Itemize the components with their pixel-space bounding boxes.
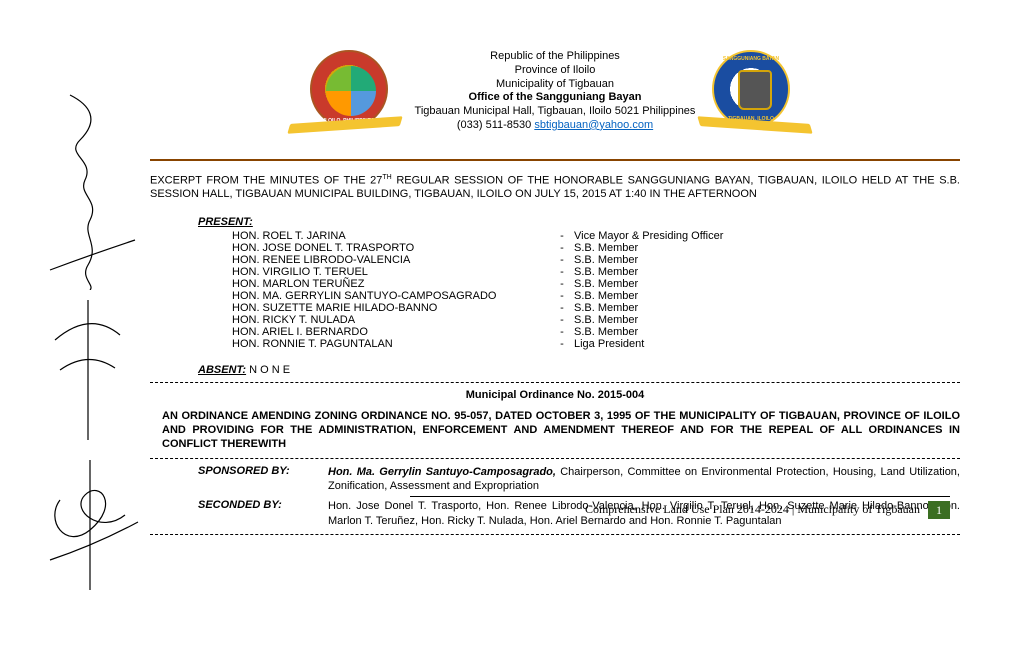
sponsored-value: Hon. Ma. Gerrylin Santuyo-Camposagrado, … [328,465,960,494]
member-role: S.B. Member [574,254,960,266]
member-role: Liga President [574,338,960,350]
present-label: PRESENT: [198,216,960,228]
member-row: HON. MARLON TERUÑEZ-S.B. Member [150,278,960,290]
member-dash: - [550,278,574,290]
document-header: ILOILO, PHILIPPINES SANGGUNIANG BAYANTIG… [150,50,960,161]
signature-mark [40,300,140,453]
member-dash: - [550,230,574,242]
member-dash: - [550,338,574,350]
sponsor-name: Hon. Ma. Gerrylin Santuyo-Camposagrado, [328,466,556,478]
member-dash: - [550,302,574,314]
member-row: HON. RONNIE T. PAGUNTALAN-Liga President [150,338,960,350]
header-line: Republic of the Philippines [150,50,960,64]
member-role: S.B. Member [574,278,960,290]
absent-label: ABSENT: [198,364,246,376]
member-dash: - [550,290,574,302]
excerpt-text: EXCERPT FROM THE MINUTES OF THE 27 [150,174,382,186]
phone-text: (033) 511-8530 [457,119,534,131]
page-number: 1 [928,501,950,519]
member-row: HON. RICKY T. NULADA-S.B. Member [150,314,960,326]
member-role: S.B. Member [574,242,960,254]
sponsored-by-row: SPONSORED BY: Hon. Ma. Gerrylin Santuyo-… [150,465,960,494]
member-name: HON. RENEE LIBRODO-VALENCIA [150,254,550,266]
member-name: HON. ROEL T. JARINA [150,230,550,242]
sanggunian-seal-icon: SANGGUNIANG BAYANTIGBAUAN, ILOILO [712,50,790,128]
member-role: S.B. Member [574,290,960,302]
member-row: HON. ROEL T. JARINA-Vice Mayor & Presidi… [150,230,960,242]
absent-line: ABSENT: N O N E [198,364,960,376]
signature-mark [40,90,140,293]
page-footer: Comprehensive Land Use Plan 2014-2024 | … [150,496,950,519]
dashed-divider [150,382,960,383]
member-dash: - [550,266,574,278]
member-dash: - [550,314,574,326]
header-contact: (033) 511-8530 sbtigbauan@yahoo.com [150,119,960,133]
member-name: HON. ARIEL I. BERNARDO [150,326,550,338]
seal-text: SANGGUNIANG BAYAN [714,56,788,62]
signature-mark [40,460,140,603]
members-list: HON. ROEL T. JARINA-Vice Mayor & Presidi… [150,230,960,350]
member-dash: - [550,242,574,254]
footer-text: Comprehensive Land Use Plan 2014-2024 | … [585,502,920,517]
ordinance-number: Municipal Ordinance No. 2015-004 [150,389,960,401]
member-dash: - [550,254,574,266]
member-name: HON. SUZETTE MARIE HILADO-BANNO [150,302,550,314]
member-name: HON. VIRGILIO T. TERUEL [150,266,550,278]
absent-value: N O N E [246,364,290,376]
member-role: Vice Mayor & Presiding Officer [574,230,960,242]
member-role: S.B. Member [574,266,960,278]
member-row: HON. SUZETTE MARIE HILADO-BANNO-S.B. Mem… [150,302,960,314]
excerpt-superscript: TH [382,174,391,181]
email-link[interactable]: sbtigbauan@yahoo.com [534,119,653,131]
municipal-seal-icon: ILOILO, PHILIPPINES [310,50,388,128]
header-office: Office of the Sangguniang Bayan [150,91,960,105]
member-name: HON. MARLON TERUÑEZ [150,278,550,290]
member-name: HON. RONNIE T. PAGUNTALAN [150,338,550,350]
member-row: HON. RENEE LIBRODO-VALENCIA-S.B. Member [150,254,960,266]
member-name: HON. JOSE DONEL T. TRASPORTO [150,242,550,254]
member-row: HON. JOSE DONEL T. TRASPORTO-S.B. Member [150,242,960,254]
member-role: S.B. Member [574,314,960,326]
header-line: Province of Iloilo [150,64,960,78]
member-role: S.B. Member [574,326,960,338]
member-dash: - [550,326,574,338]
excerpt-paragraph: EXCERPT FROM THE MINUTES OF THE 27TH REG… [150,173,960,202]
member-row: HON. MA. GERRYLIN SANTUYO-CAMPOSAGRADO-S… [150,290,960,302]
header-divider [150,159,960,161]
header-line: Municipality of Tigbauan [150,78,960,92]
footer-rule [410,496,950,497]
member-role: S.B. Member [574,302,960,314]
dashed-divider [150,534,960,535]
header-address: Tigbauan Municipal Hall, Tigbauan, Iloil… [150,105,960,119]
ordinance-title: AN ORDINANCE AMENDING ZONING ORDINANCE N… [150,409,960,452]
member-row: HON. VIRGILIO T. TERUEL-S.B. Member [150,266,960,278]
member-name: HON. MA. GERRYLIN SANTUYO-CAMPOSAGRADO [150,290,550,302]
member-name: HON. RICKY T. NULADA [150,314,550,326]
dashed-divider [150,458,960,459]
sponsored-label: SPONSORED BY: [198,465,328,494]
member-row: HON. ARIEL I. BERNARDO-S.B. Member [150,326,960,338]
